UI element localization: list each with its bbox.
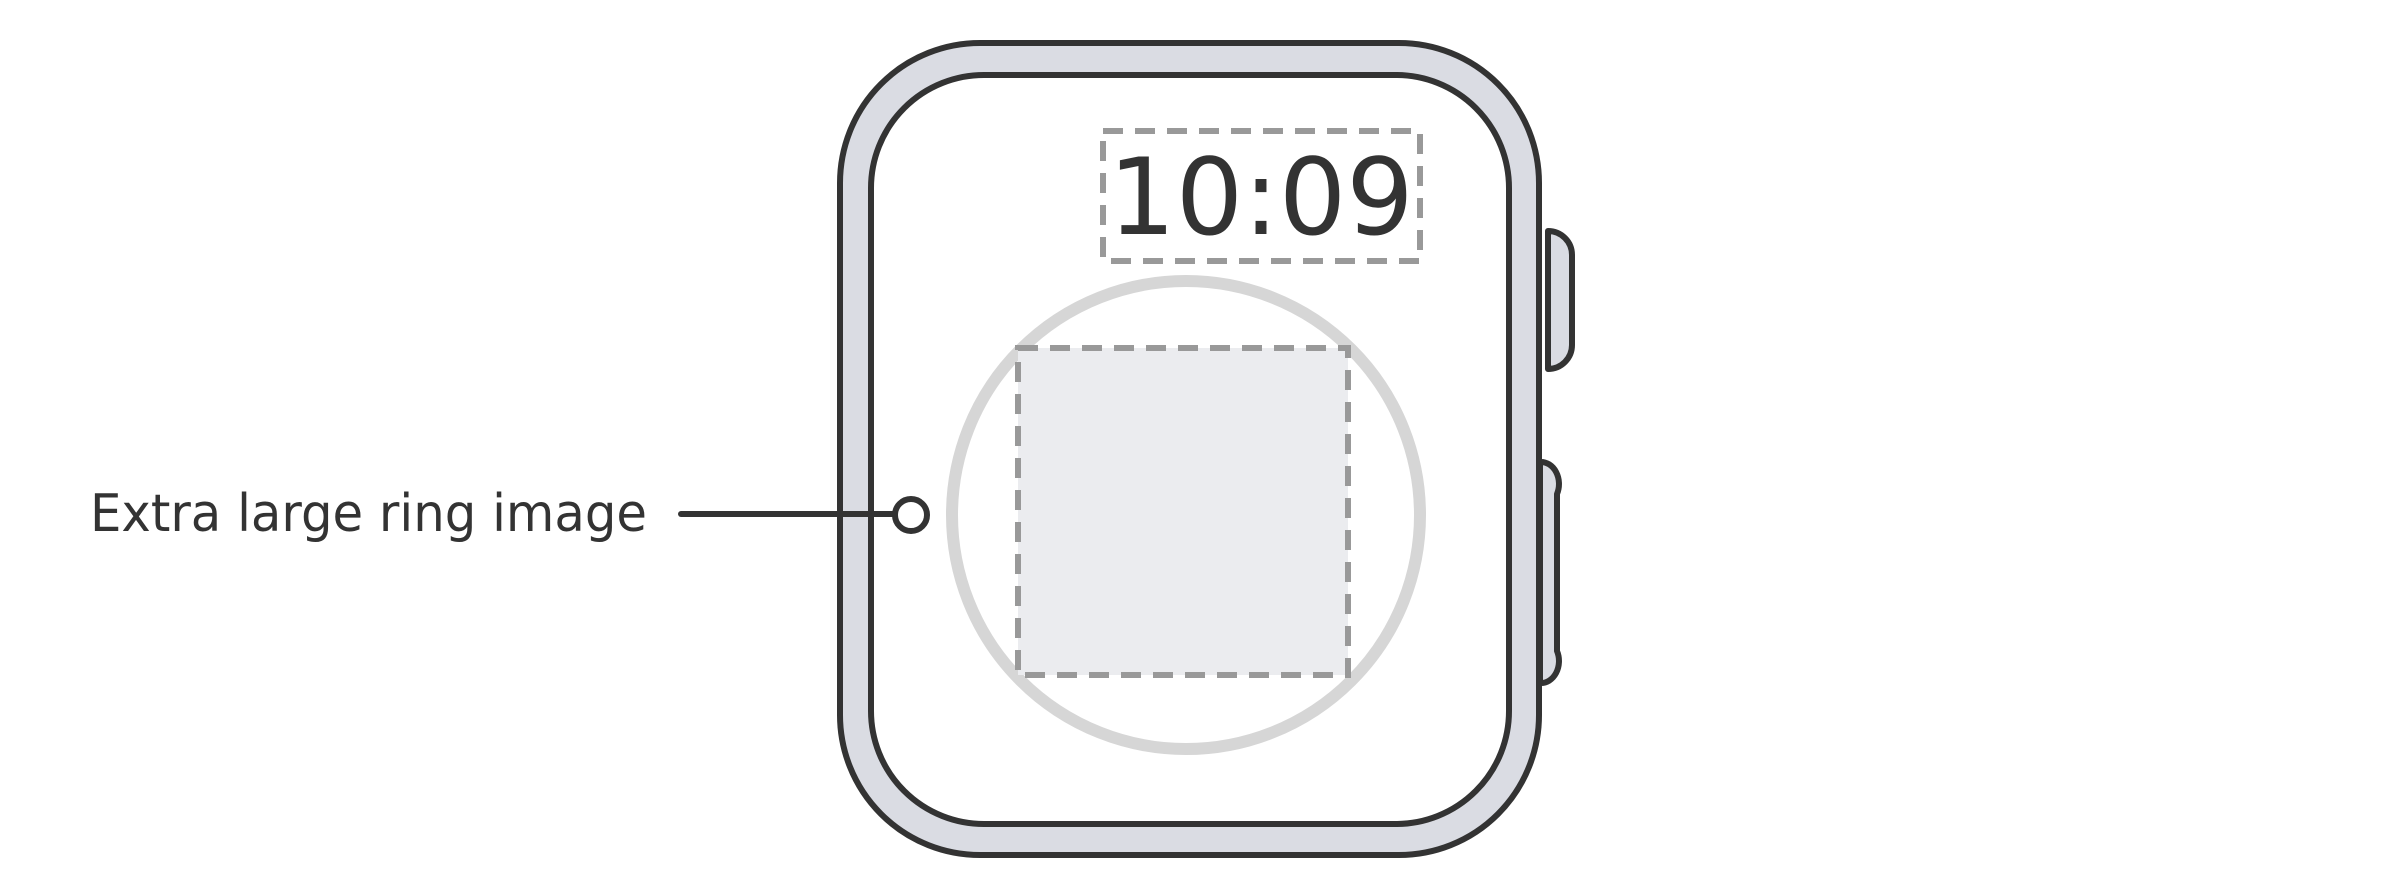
extra-large-ring <box>946 275 1426 755</box>
digital-crown <box>1545 228 1575 372</box>
callout-label: Extra large ring image <box>90 484 647 544</box>
ring-image-placeholder <box>1015 345 1351 678</box>
callout-anchor-dot <box>892 496 930 534</box>
watch-time: 10:09 <box>1108 136 1413 259</box>
side-button <box>1537 459 1562 686</box>
